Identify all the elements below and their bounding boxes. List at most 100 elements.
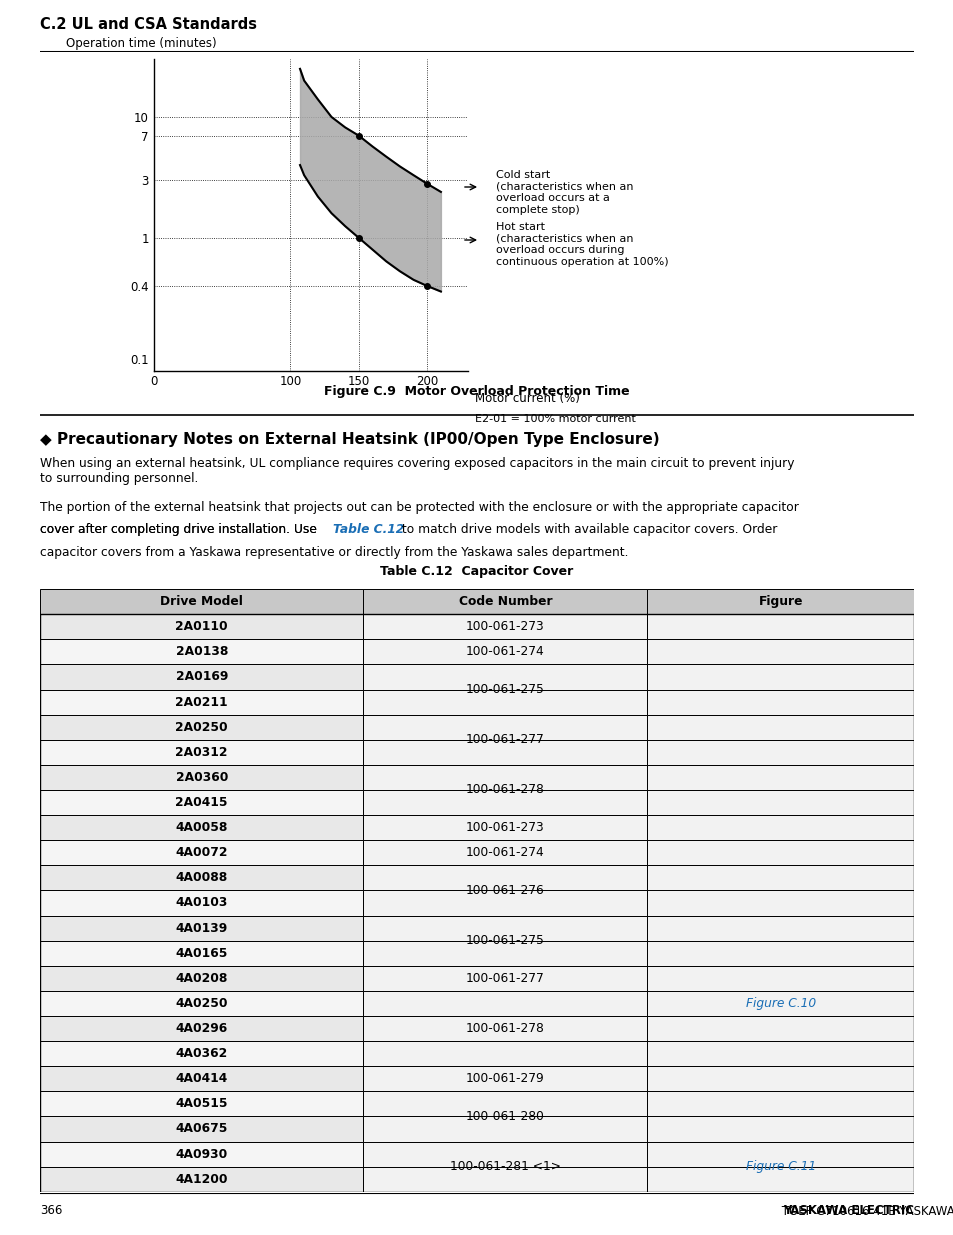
Bar: [647, 915, 913, 941]
Text: Cold start
(characteristics when an
overload occurs at a
complete stop): Cold start (characteristics when an over…: [496, 170, 633, 215]
Text: 100-061-275: 100-061-275: [465, 683, 544, 697]
Bar: [363, 1016, 647, 1041]
Text: cover after completing drive installation. Use: cover after completing drive installatio…: [40, 522, 320, 536]
Bar: [647, 1116, 913, 1141]
Text: 2A0169: 2A0169: [175, 671, 228, 683]
Text: 4A1200: 4A1200: [175, 1173, 228, 1186]
Text: 100-061-278: 100-061-278: [465, 1023, 544, 1035]
Bar: [40, 840, 363, 866]
Bar: [647, 589, 913, 614]
Text: Drive Model: Drive Model: [160, 595, 243, 608]
Text: Table C.12: Table C.12: [333, 522, 404, 536]
Text: E2-01 = 100% motor current: E2-01 = 100% motor current: [474, 414, 635, 424]
Text: Figure C.10: Figure C.10: [745, 997, 815, 1010]
Bar: [363, 890, 647, 915]
Bar: [40, 1066, 363, 1092]
Text: 100-061-277: 100-061-277: [465, 734, 544, 746]
Text: 2A0360: 2A0360: [175, 771, 228, 784]
Text: Figure C.9  Motor Overload Protection Time: Figure C.9 Motor Overload Protection Tim…: [324, 385, 629, 398]
Text: 2A0250: 2A0250: [175, 721, 228, 734]
Bar: [647, 1141, 913, 1167]
Text: 100-061-275: 100-061-275: [465, 934, 544, 947]
Bar: [647, 740, 913, 764]
Bar: [363, 589, 647, 614]
Text: to match drive models with available capacitor covers. Order: to match drive models with available cap…: [398, 522, 777, 536]
Text: The portion of the external heatsink that projects out can be protected with the: The portion of the external heatsink tha…: [40, 501, 798, 515]
Bar: [40, 1141, 363, 1167]
Bar: [40, 915, 363, 941]
Bar: [40, 815, 363, 840]
Text: 366: 366: [40, 1204, 62, 1218]
Text: Table C.12  Capacitor Cover: Table C.12 Capacitor Cover: [380, 566, 573, 578]
Text: Code Number: Code Number: [458, 595, 552, 608]
Bar: [40, 941, 363, 966]
Text: 4A0072: 4A0072: [175, 846, 228, 860]
Text: 100-061-276: 100-061-276: [465, 884, 544, 897]
Text: 100-061-278: 100-061-278: [465, 783, 544, 797]
Text: 4A0515: 4A0515: [175, 1098, 228, 1110]
Bar: [363, 1066, 647, 1092]
Bar: [647, 790, 913, 815]
Text: 4A0675: 4A0675: [175, 1123, 228, 1135]
Bar: [363, 1141, 647, 1167]
Text: capacitor covers from a Yaskawa representative or directly from the Yaskawa sale: capacitor covers from a Yaskawa represen…: [40, 546, 628, 558]
Bar: [647, 941, 913, 966]
Bar: [363, 966, 647, 990]
Bar: [647, 1167, 913, 1192]
Bar: [363, 715, 647, 740]
Text: 4A0296: 4A0296: [175, 1023, 228, 1035]
Text: Figure: Figure: [758, 595, 802, 608]
Bar: [647, 764, 913, 790]
Bar: [363, 689, 647, 715]
Bar: [40, 1041, 363, 1066]
Text: 4A0414: 4A0414: [175, 1072, 228, 1086]
Text: When using an external heatsink, UL compliance requires covering exposed capacit: When using an external heatsink, UL comp…: [40, 457, 794, 485]
Bar: [647, 1066, 913, 1092]
Bar: [363, 1167, 647, 1192]
Bar: [647, 640, 913, 664]
Bar: [363, 664, 647, 689]
Bar: [40, 890, 363, 915]
Bar: [363, 915, 647, 941]
Text: 4A0362: 4A0362: [175, 1047, 228, 1060]
Bar: [40, 990, 363, 1016]
Bar: [363, 1041, 647, 1066]
Text: YASKAWA ELECTRIC: YASKAWA ELECTRIC: [782, 1204, 913, 1218]
Text: Motor current (%): Motor current (%): [474, 393, 578, 405]
Text: ◆ Precautionary Notes on External Heatsink (IP00/Open Type Enclosure): ◆ Precautionary Notes on External Heatsi…: [40, 431, 659, 447]
Bar: [647, 715, 913, 740]
Bar: [40, 764, 363, 790]
Text: 100-061-274: 100-061-274: [465, 646, 544, 658]
Text: 100-061-280: 100-061-280: [465, 1110, 544, 1123]
Bar: [40, 664, 363, 689]
Bar: [363, 840, 647, 866]
Text: 4A0103: 4A0103: [175, 897, 228, 909]
Text: Hot start
(characteristics when an
overload occurs during
continuous operation a: Hot start (characteristics when an overl…: [496, 222, 668, 267]
Text: 2A0138: 2A0138: [175, 646, 228, 658]
Bar: [40, 689, 363, 715]
Bar: [40, 1167, 363, 1192]
Text: 2A0110: 2A0110: [175, 620, 228, 634]
Bar: [40, 790, 363, 815]
Bar: [363, 1116, 647, 1141]
Bar: [40, 1116, 363, 1141]
Bar: [40, 640, 363, 664]
Text: cover after completing drive installation. Use: cover after completing drive installatio…: [40, 522, 320, 536]
Bar: [363, 790, 647, 815]
Text: 4A0058: 4A0058: [175, 821, 228, 834]
Text: C.2 UL and CSA Standards: C.2 UL and CSA Standards: [40, 16, 256, 32]
Text: 4A0165: 4A0165: [175, 947, 228, 960]
Text: Figure C.11: Figure C.11: [745, 1160, 815, 1173]
Bar: [40, 866, 363, 890]
Bar: [647, 890, 913, 915]
Bar: [647, 1016, 913, 1041]
Text: 4A0930: 4A0930: [175, 1147, 228, 1161]
Text: 2A0211: 2A0211: [175, 695, 228, 709]
Text: TOEP C710616 41E YASKAWA AC Drive - A1000 Quick Start Guide: TOEP C710616 41E YASKAWA AC Drive - A100…: [778, 1204, 953, 1218]
Text: 100-061-281 <1>: 100-061-281 <1>: [450, 1160, 560, 1173]
Bar: [647, 1092, 913, 1116]
Text: 4A0208: 4A0208: [175, 972, 228, 984]
Text: 2A0415: 2A0415: [175, 797, 228, 809]
Text: 100-061-273: 100-061-273: [465, 620, 544, 634]
Bar: [363, 764, 647, 790]
